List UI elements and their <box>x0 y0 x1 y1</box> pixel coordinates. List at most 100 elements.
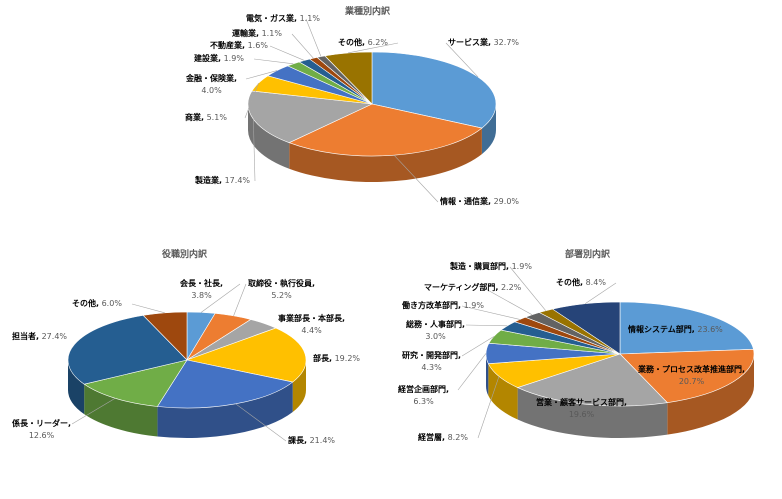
data-label-category: 係長・リーダー, <box>12 419 72 428</box>
data-label: 経営企画部門, 6.3% <box>398 384 449 408</box>
data-label-value: 1.9% <box>461 301 484 310</box>
leader-line <box>461 305 520 320</box>
data-label-value: 12.6% <box>28 431 55 440</box>
data-label-category: 総務・人事部門, <box>406 320 466 329</box>
leader-line <box>509 266 547 311</box>
data-label-category: 部長, <box>313 354 333 363</box>
data-label-value: 19.2% <box>332 354 361 363</box>
leader-line <box>393 154 439 203</box>
data-label-value: 8.4% <box>583 278 606 287</box>
data-label-value: 21.4% <box>307 436 336 445</box>
data-label-category: 不動産業, <box>210 41 246 50</box>
pie-slice <box>619 349 755 403</box>
data-label-value: 4.3% <box>421 363 442 372</box>
leader-line <box>461 336 494 357</box>
data-label-value: 1.1% <box>259 29 282 38</box>
data-label-value: 17.4% <box>222 176 251 185</box>
leader-line <box>584 282 617 305</box>
data-label-category: 課長, <box>288 436 308 445</box>
pie-slice <box>185 327 307 383</box>
data-label-value: 32.7% <box>491 38 520 47</box>
data-label: 業務・プロセス改革推進部門, 20.7% <box>638 364 745 388</box>
data-label: 金融・保険業, 4.0% <box>186 73 237 97</box>
data-label: 総務・人事部門, 3.0% <box>406 319 465 343</box>
data-label-category: サービス業, <box>448 38 492 47</box>
data-label-category: 金融・保険業, <box>186 74 238 83</box>
data-label: 研究・開発部門, 4.3% <box>402 350 461 374</box>
data-label-value: 3.8% <box>191 291 212 300</box>
pie-slice-side <box>248 104 290 169</box>
leader-line <box>291 33 314 59</box>
pie-slice-side <box>517 387 668 438</box>
data-label: 課長, 21.4% <box>288 435 335 447</box>
pie-slice-side <box>68 360 85 415</box>
leader-line <box>253 58 294 65</box>
data-label-value: 29.0% <box>491 197 520 206</box>
pie-slice <box>67 315 188 385</box>
data-label-value: 19.6% <box>568 410 595 419</box>
data-label-category: その他, <box>556 278 584 287</box>
chart-title: 業種別内訳 <box>345 7 391 17</box>
data-label-value: 8.2% <box>445 433 468 442</box>
data-label: 情報・通信業, 29.0% <box>440 196 519 208</box>
data-label-category: その他, <box>338 38 366 47</box>
leader-line <box>233 283 247 316</box>
data-label-value: 6.0% <box>99 299 122 308</box>
data-label-value: 6.2% <box>365 38 388 47</box>
leader-line <box>131 303 165 314</box>
data-label: 営業・顧客サービス部門, 19.6% <box>536 397 627 421</box>
chart-title: 部署別内訳 <box>565 250 611 260</box>
data-label-value: 2.2% <box>498 283 522 292</box>
chart-title: 役職別内訳 <box>162 250 208 260</box>
pie-slice <box>83 359 188 407</box>
pie-slice-side <box>292 360 306 413</box>
data-label: 部長, 19.2% <box>313 353 360 365</box>
pie-3 <box>457 266 755 439</box>
data-label-category: 製造業, <box>195 176 223 185</box>
data-label-category: 電気・ガス業, <box>246 14 298 23</box>
leader-line <box>71 398 116 425</box>
pie-slice-side <box>486 354 489 396</box>
data-label: 係長・リーダー, 12.6% <box>12 418 71 442</box>
data-label: マーケティング部門, 2.2% <box>424 282 521 294</box>
data-label-category: 建設業, <box>194 54 222 63</box>
data-label-category: 商業, <box>185 113 205 122</box>
data-label-value: 6.3% <box>413 397 434 406</box>
pie-1 <box>244 18 497 203</box>
leader-line <box>235 403 287 442</box>
pie-slice <box>619 301 754 355</box>
leader-line <box>244 83 259 119</box>
leader-line <box>457 353 487 391</box>
data-label-value: 27.4% <box>39 332 68 341</box>
leader-line <box>347 42 399 54</box>
data-label-category: 経営層, <box>418 433 446 442</box>
data-label: 製造業, 17.4% <box>195 175 250 187</box>
data-label: 働き方改革部門, 1.9% <box>402 300 484 312</box>
leader-line <box>269 45 305 61</box>
data-label: 情報システム部門, 23.6% <box>628 324 723 336</box>
data-label-category: 経営企画部門, <box>398 385 450 394</box>
data-label: 電気・ガス業, 1.1% <box>246 13 320 25</box>
pie-slice <box>156 359 294 409</box>
leader-line <box>483 287 533 316</box>
data-label: 運輸業, 1.1% <box>232 28 282 40</box>
pie-slice <box>288 103 483 157</box>
leader-line <box>200 283 241 313</box>
pie-slice-side <box>84 384 158 437</box>
data-label-category: 情報システム部門, <box>628 325 695 334</box>
data-label-value: 20.7% <box>678 377 705 386</box>
data-label-value: 1.6% <box>245 41 268 50</box>
data-label-category: 会長・社長, <box>180 279 224 288</box>
data-label-category: 営業・顧客サービス部門, <box>536 398 628 407</box>
data-label-category: 事業部長・本部長, <box>278 314 346 323</box>
leader-line <box>253 119 256 182</box>
pie-slice-side <box>667 354 754 435</box>
data-label-value: 1.9% <box>509 262 532 271</box>
data-label-value: 23.6% <box>694 325 723 334</box>
data-label-value: 3.0% <box>425 332 446 341</box>
data-label-category: 研究・開発部門, <box>402 351 462 360</box>
data-label: 製造・購買部門, 1.9% <box>450 261 532 273</box>
leader-line <box>245 70 278 80</box>
data-label: その他, 8.4% <box>556 277 606 289</box>
